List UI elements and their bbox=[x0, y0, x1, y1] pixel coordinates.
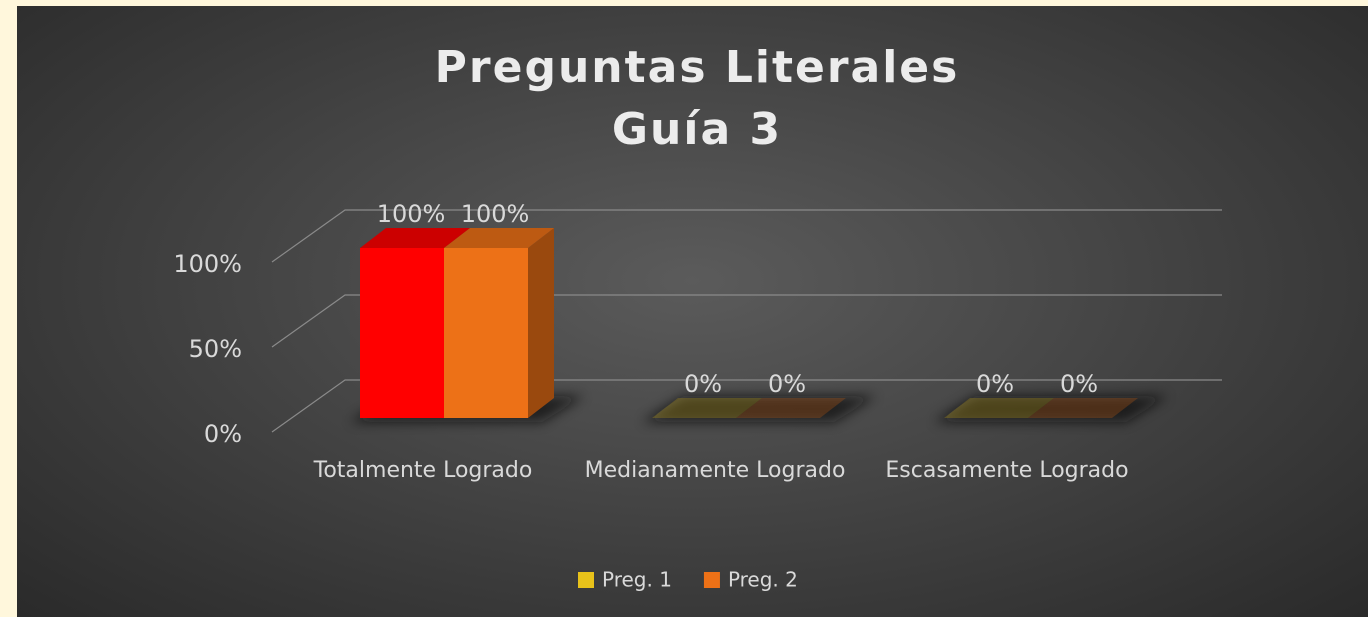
chart: Preguntas Literales Guía 3 0% 50% 100% 100%… bbox=[173, 42, 1222, 592]
bar-top bbox=[444, 228, 554, 248]
bar-top bbox=[1028, 398, 1138, 418]
bar-front bbox=[360, 248, 444, 418]
bar-top bbox=[652, 398, 762, 418]
grid-line bbox=[271, 379, 1222, 433]
grid-line bbox=[271, 294, 1222, 348]
grid-line bbox=[271, 209, 1222, 263]
legend-swatch bbox=[578, 572, 594, 588]
chart-title: Guía 3 bbox=[612, 104, 782, 155]
x-tick-label: Totalmente Logrado bbox=[313, 458, 533, 483]
bar-front bbox=[444, 248, 528, 418]
x-tick-label: Medianamente Logrado bbox=[584, 458, 846, 483]
bar-shadow bbox=[642, 396, 876, 422]
bar bbox=[1028, 398, 1138, 418]
bar bbox=[652, 398, 762, 418]
bar bbox=[736, 398, 846, 418]
legend-label: Preg. 1 bbox=[602, 568, 672, 592]
y-tick-label: 0% bbox=[204, 420, 242, 448]
bar-shadow bbox=[934, 396, 1168, 422]
legend-swatch bbox=[703, 572, 720, 588]
y-tick-label: 100% bbox=[173, 250, 242, 278]
bar-top bbox=[360, 228, 470, 248]
bar-top bbox=[736, 398, 846, 418]
x-tick-label: Escasamente Logrado bbox=[885, 458, 1129, 483]
chart-title: Preguntas Literales bbox=[435, 42, 960, 93]
data-label: 0% bbox=[684, 370, 722, 398]
data-label: 100% bbox=[377, 200, 446, 228]
bar-side bbox=[528, 228, 554, 418]
data-label: 0% bbox=[976, 370, 1014, 398]
data-label: 100% bbox=[461, 200, 530, 228]
legend: Preg. 1 Preg. 2 bbox=[578, 568, 798, 592]
data-label: 0% bbox=[768, 370, 806, 398]
bar-top bbox=[944, 398, 1054, 418]
chart-area: Preguntas Literales Guía 3 0% 50% 100% 100%… bbox=[17, 6, 1368, 617]
bar bbox=[444, 228, 554, 418]
legend-label: Preg. 2 bbox=[728, 568, 798, 592]
bar bbox=[944, 398, 1054, 418]
data-label: 0% bbox=[1060, 370, 1098, 398]
y-tick-label: 50% bbox=[189, 335, 242, 363]
